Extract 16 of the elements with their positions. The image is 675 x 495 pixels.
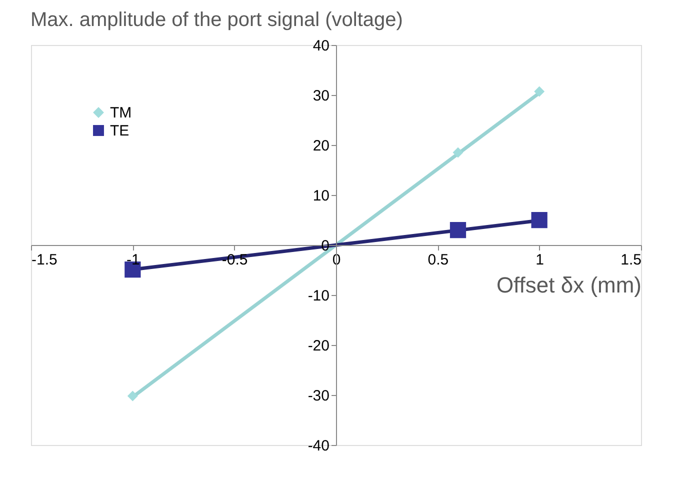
y-tick-label: 30 xyxy=(312,88,330,104)
legend-label: TE xyxy=(110,122,130,140)
y-tick-label: 20 xyxy=(312,138,330,154)
y-tick-label: 10 xyxy=(312,188,330,204)
x-tick-label: -1.5 xyxy=(32,252,58,268)
y-tick-label: -20 xyxy=(308,338,330,354)
x-tick-label: 1 xyxy=(536,252,544,268)
x-axis-title: Offset δx (mm) xyxy=(496,272,642,298)
y-tick-label: -10 xyxy=(308,288,330,304)
legend-label: TM xyxy=(110,104,132,122)
y-tick-label: -40 xyxy=(308,438,330,454)
chart-title: Max. amplitude of the port signal (voltage) xyxy=(30,9,403,31)
x-tick-label: 0.5 xyxy=(428,252,449,268)
y-tick-label: -30 xyxy=(308,388,330,404)
x-tick-label: 1.5 xyxy=(620,252,642,268)
y-tick-label: 40 xyxy=(312,38,330,54)
